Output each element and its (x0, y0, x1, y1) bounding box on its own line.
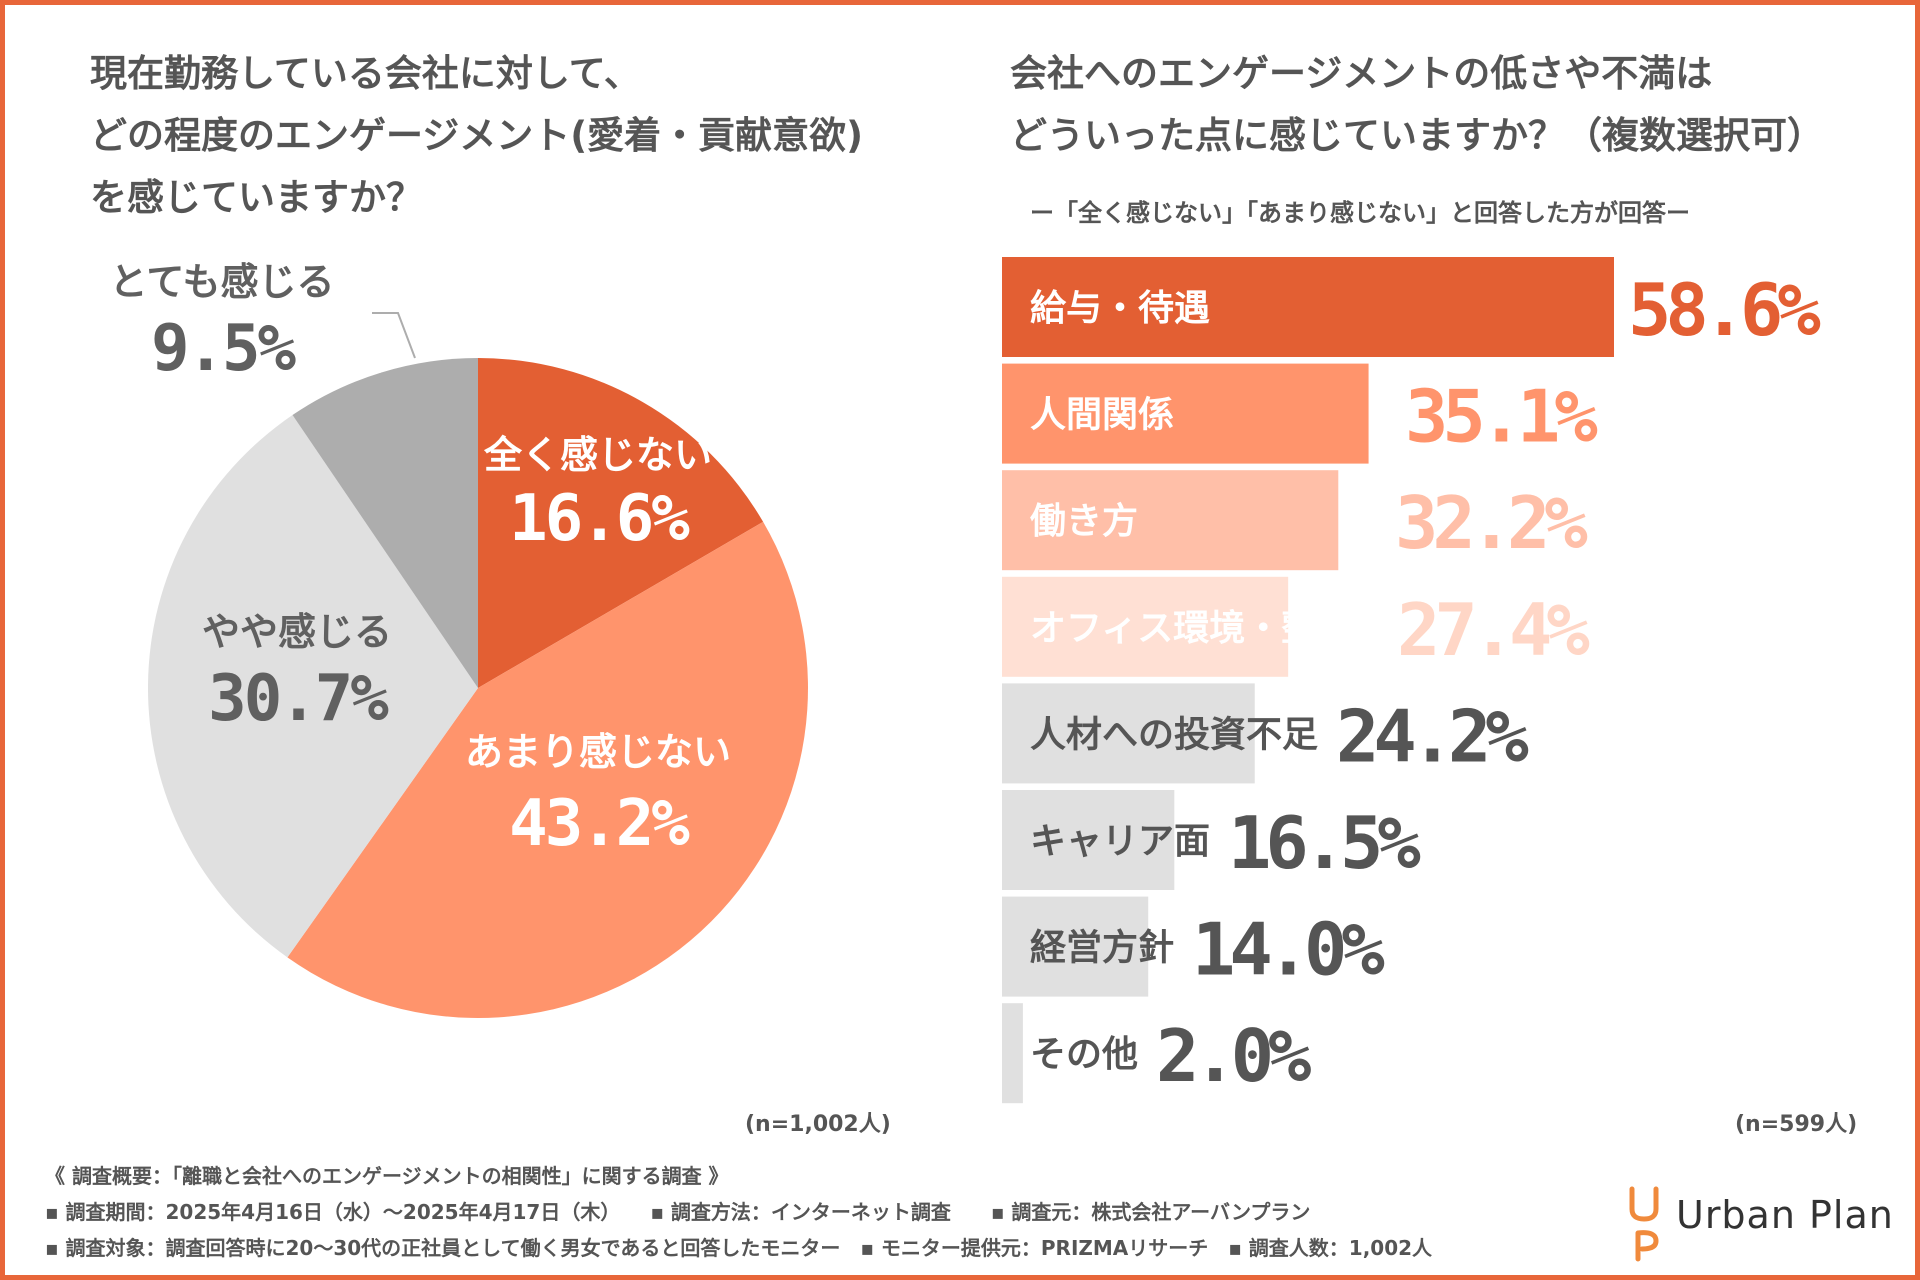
pie-slice-label: あまり感じない (465, 730, 731, 774)
pie-slice (147, 415, 478, 958)
bar-title-line-1: 会社へのエンゲージメントの低さや不満は (1010, 52, 1713, 95)
pie-slice-value: 43.2% (509, 787, 690, 861)
bar-category-label: 人間関係 (1030, 395, 1174, 436)
bar-category-label: オフィス環境・整備 (1030, 608, 1353, 649)
bar (1002, 470, 1339, 571)
bar-category-label: キャリア面 (1030, 821, 1210, 862)
urban-plan-logo-text: Urban Plan (1676, 1193, 1894, 1237)
bar-title-line-2: どういった点に感じていますか？（複数選択可） (1010, 114, 1824, 157)
bar (1002, 790, 1175, 890)
bar-chart-subtitle: ー「全く感じない」「あまり感じない」と回答した方が回答ー (1030, 199, 1690, 227)
pie-title-line-1: 現在勤務している会社に対して、 (90, 52, 641, 95)
pie-leader-line (372, 312, 416, 359)
pie-slice (478, 358, 764, 688)
bar-value-label: 27.4% (1397, 588, 1589, 672)
bar-chart-title: 会社へのエンゲージメントの低さや不満は どういった点に感じていますか？（複数選択… (1010, 43, 1824, 167)
bar-value-label: 32.2% (1395, 481, 1587, 565)
bar-value-label: 24.2% (1336, 694, 1528, 778)
urban-plan-logo: Urban Plan (1620, 1175, 1900, 1265)
bar (1002, 576, 1289, 677)
bar-value-label: 14.0% (1192, 908, 1384, 992)
pie-slice (292, 358, 478, 688)
pie-slice-label: やや感じる (202, 610, 392, 654)
bar (1002, 683, 1255, 784)
bar (1002, 363, 1369, 464)
bar-category-label: 経営方針 (1030, 928, 1174, 969)
bar (1002, 1003, 1023, 1104)
pie-slice-value: 30.7% (208, 662, 389, 736)
bar-category-label: 働き方 (1030, 501, 1138, 542)
pie-slice-value: 16.6% (509, 482, 690, 556)
bar (1002, 896, 1149, 997)
pie-chart-title: 現在勤務している会社に対して、 どの程度のエンゲージメント(愛着・貢献意欲) を… (90, 43, 863, 229)
pie-slice-value: 9.5% (151, 312, 297, 386)
pie-title-line-2: どの程度のエンゲージメント(愛着・貢献意欲) (90, 114, 864, 157)
survey-summary-line-1: ▪ 調査期間：2025年4月16日（水）～2025年4月17日（木） ▪ 調査方… (45, 1200, 1311, 1224)
bar-category-label: その他 (1030, 1034, 1138, 1075)
survey-summary-heading: 《 調査概要：「離職と会社へのエンゲージメントの相関性」に関する調査 》 (45, 1164, 729, 1188)
bar-sample-size: (n=599人) (1735, 1112, 1858, 1137)
bar-value-label: 2.0% (1156, 1014, 1311, 1098)
bar (1002, 257, 1614, 357)
pie-slice-label: とても感じる (110, 260, 335, 304)
bar-category-label: 人材への投資不足 (1030, 714, 1318, 755)
bar-value-label: 35.1% (1405, 375, 1597, 459)
bar-value-label: 16.5% (1228, 801, 1420, 885)
pie-sample-size: (n=1,002人) (745, 1112, 891, 1137)
bar-category-label: 給与・待遇 (1030, 288, 1210, 329)
survey-summary-line-2: ▪ 調査対象：調査回答時に20～30代の正社員として働く男女であると回答したモニ… (45, 1236, 1433, 1260)
pie-slice-label: 全く感じない (483, 433, 712, 477)
pie-title-line-3: を感じていますか？ (90, 176, 423, 219)
urban-plan-logo-icon (1629, 1186, 1659, 1262)
pie-slice (287, 521, 808, 1018)
bar-value-label: 58.6% (1628, 268, 1820, 352)
